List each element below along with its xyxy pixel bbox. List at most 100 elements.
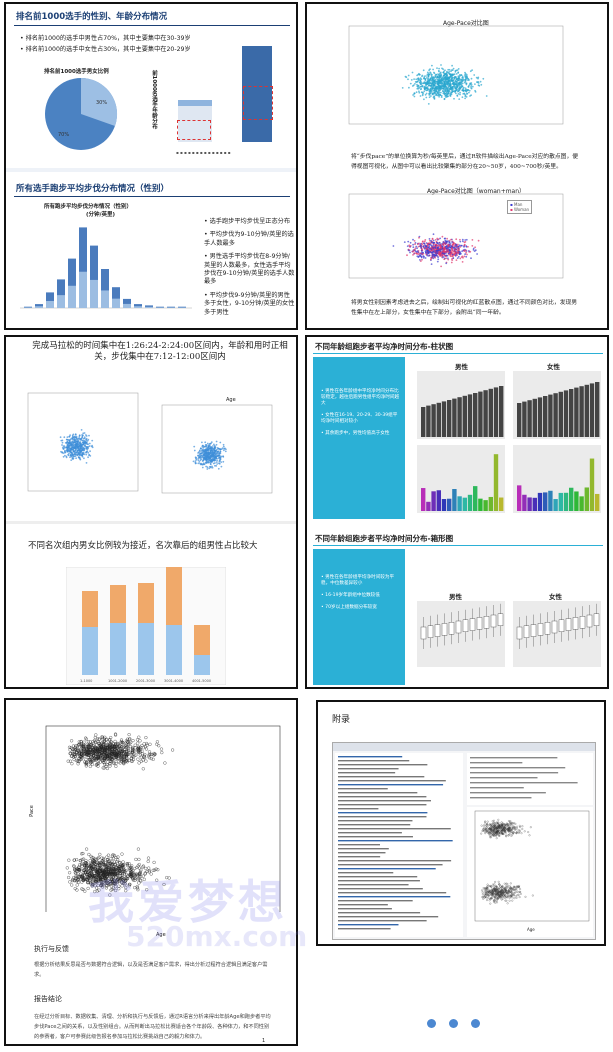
scatter-point [94,758,98,762]
scatter-point [483,888,486,891]
scatter-point [116,741,120,745]
scatter-point [450,93,453,96]
scatter-point [457,251,460,254]
scatter-point [141,874,145,878]
scatter-point [117,870,121,874]
scatter-point [107,752,111,756]
page-dot-3[interactable] [471,1019,480,1028]
scatter-point [78,453,80,456]
scatter-point [108,762,112,766]
scatter-point [79,739,83,744]
scatter-point [442,87,445,90]
hist-bar [548,490,553,511]
scatter-point [195,457,197,460]
scatter-point [489,835,492,837]
page-dot-2[interactable] [449,1019,458,1028]
scatter-point [443,83,446,86]
scatter-point [408,86,410,89]
scatter-point [501,822,504,825]
scatter-point [456,254,458,256]
side-panel-2-text: • 男性在各年龄组平均净时间较为平稳，中位数差异较小 • 16-19岁年龄组中位… [321,575,395,610]
scatter-point [143,745,148,749]
scatter-point [416,87,419,90]
scatter-point [127,884,131,888]
scatter-point [93,746,97,750]
scatter-point [77,880,81,884]
scatter-point [222,443,225,446]
scatter-point [431,238,434,240]
scatter-point [112,744,116,748]
scatter-point [412,84,415,87]
scatter-point [504,825,507,828]
scatter-point [79,862,84,866]
scatter-point [494,896,497,899]
scatter-point [145,869,149,874]
scatter-point [68,435,71,438]
scatter-point [112,761,116,765]
scatter-point [477,82,480,84]
scatter-point [500,826,503,829]
scatter-point [72,879,76,883]
scatter-point [73,746,77,750]
scatter-point [89,742,93,746]
scatter-point [200,456,203,459]
scatter-point [79,437,81,440]
scatter-point [69,440,71,443]
scatter-point [488,885,491,888]
scatter-point [509,820,512,823]
scatter-point [521,825,524,828]
scatter-point [444,90,447,93]
scatter-point [504,887,507,890]
scatter-point [87,456,89,459]
scatter-point [476,81,478,83]
scatter-point [118,860,122,864]
scatter-point [102,766,106,770]
scatter-point [451,248,453,250]
scatter-point [97,888,101,892]
scatter-point [487,885,490,888]
pie-title: 排名前1000选手男女比例 [44,69,109,75]
scatter-point [497,824,500,827]
scatter-point [108,883,112,887]
scatter-point [214,447,216,450]
scatter-point [469,250,472,253]
scatter-point [433,76,436,79]
scatter-point [87,852,91,857]
scatter-point [96,883,100,888]
code-line [338,896,451,898]
scatter-point [109,736,113,740]
scatter-point [465,90,468,93]
page-dot-1[interactable] [427,1019,436,1028]
scatter-point [453,83,455,86]
pace-bar-female [123,303,131,308]
rstudio-console [335,753,463,937]
scatter-point [75,451,78,454]
scatter-point [108,746,112,750]
scatter-point [201,441,203,444]
scatter-point [140,752,145,756]
scatter-point [131,745,135,750]
scatter-point [415,91,418,94]
scatter-point [416,250,419,252]
scatter-point [109,750,113,754]
scatter-point [219,459,221,462]
scatter-point [484,832,487,835]
scatter-point [117,760,121,764]
scatter-point [100,856,104,860]
scatter-point [418,73,421,76]
scatter-point [510,828,513,831]
scatter-point [501,889,504,892]
scatter-point [141,865,145,869]
scatter-point [91,759,95,763]
scatter-point [90,882,94,886]
code-line [338,924,399,926]
scatter-point [120,873,124,877]
scatter-point [406,245,409,247]
hist-bar [483,390,488,437]
scatter-point [494,901,497,904]
scatter-point [439,250,442,252]
scatter-point [408,244,411,247]
scatter-point [84,863,89,867]
scatter-point [83,750,87,754]
scatter-point [499,824,502,827]
